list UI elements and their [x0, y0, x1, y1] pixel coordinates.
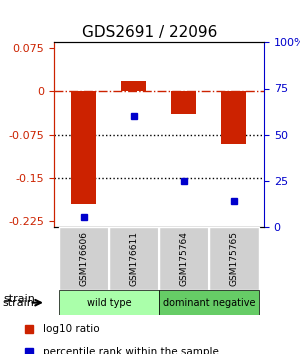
Text: strain: strain [3, 298, 35, 308]
Text: GSM175765: GSM175765 [230, 231, 238, 286]
Text: wild type: wild type [87, 298, 131, 308]
FancyBboxPatch shape [109, 227, 159, 290]
Bar [172, 91, 197, 114]
FancyBboxPatch shape [59, 227, 109, 290]
Text: dominant negative: dominant negative [163, 298, 255, 308]
Text: strain: strain [3, 294, 35, 304]
Text: GSM175764: GSM175764 [179, 231, 188, 286]
FancyBboxPatch shape [209, 227, 259, 290]
FancyBboxPatch shape [159, 290, 259, 315]
Text: GSM176606: GSM176606 [80, 231, 88, 286]
Text: percentile rank within the sample: percentile rank within the sample [43, 347, 218, 354]
FancyBboxPatch shape [59, 290, 159, 315]
Bar [221, 91, 247, 144]
Text: log10 ratio: log10 ratio [43, 324, 99, 334]
Bar [122, 81, 146, 91]
Text: GDS2691 / 22096: GDS2691 / 22096 [82, 25, 218, 40]
Text: GSM176611: GSM176611 [130, 231, 139, 286]
Bar [71, 91, 97, 204]
FancyBboxPatch shape [159, 227, 209, 290]
